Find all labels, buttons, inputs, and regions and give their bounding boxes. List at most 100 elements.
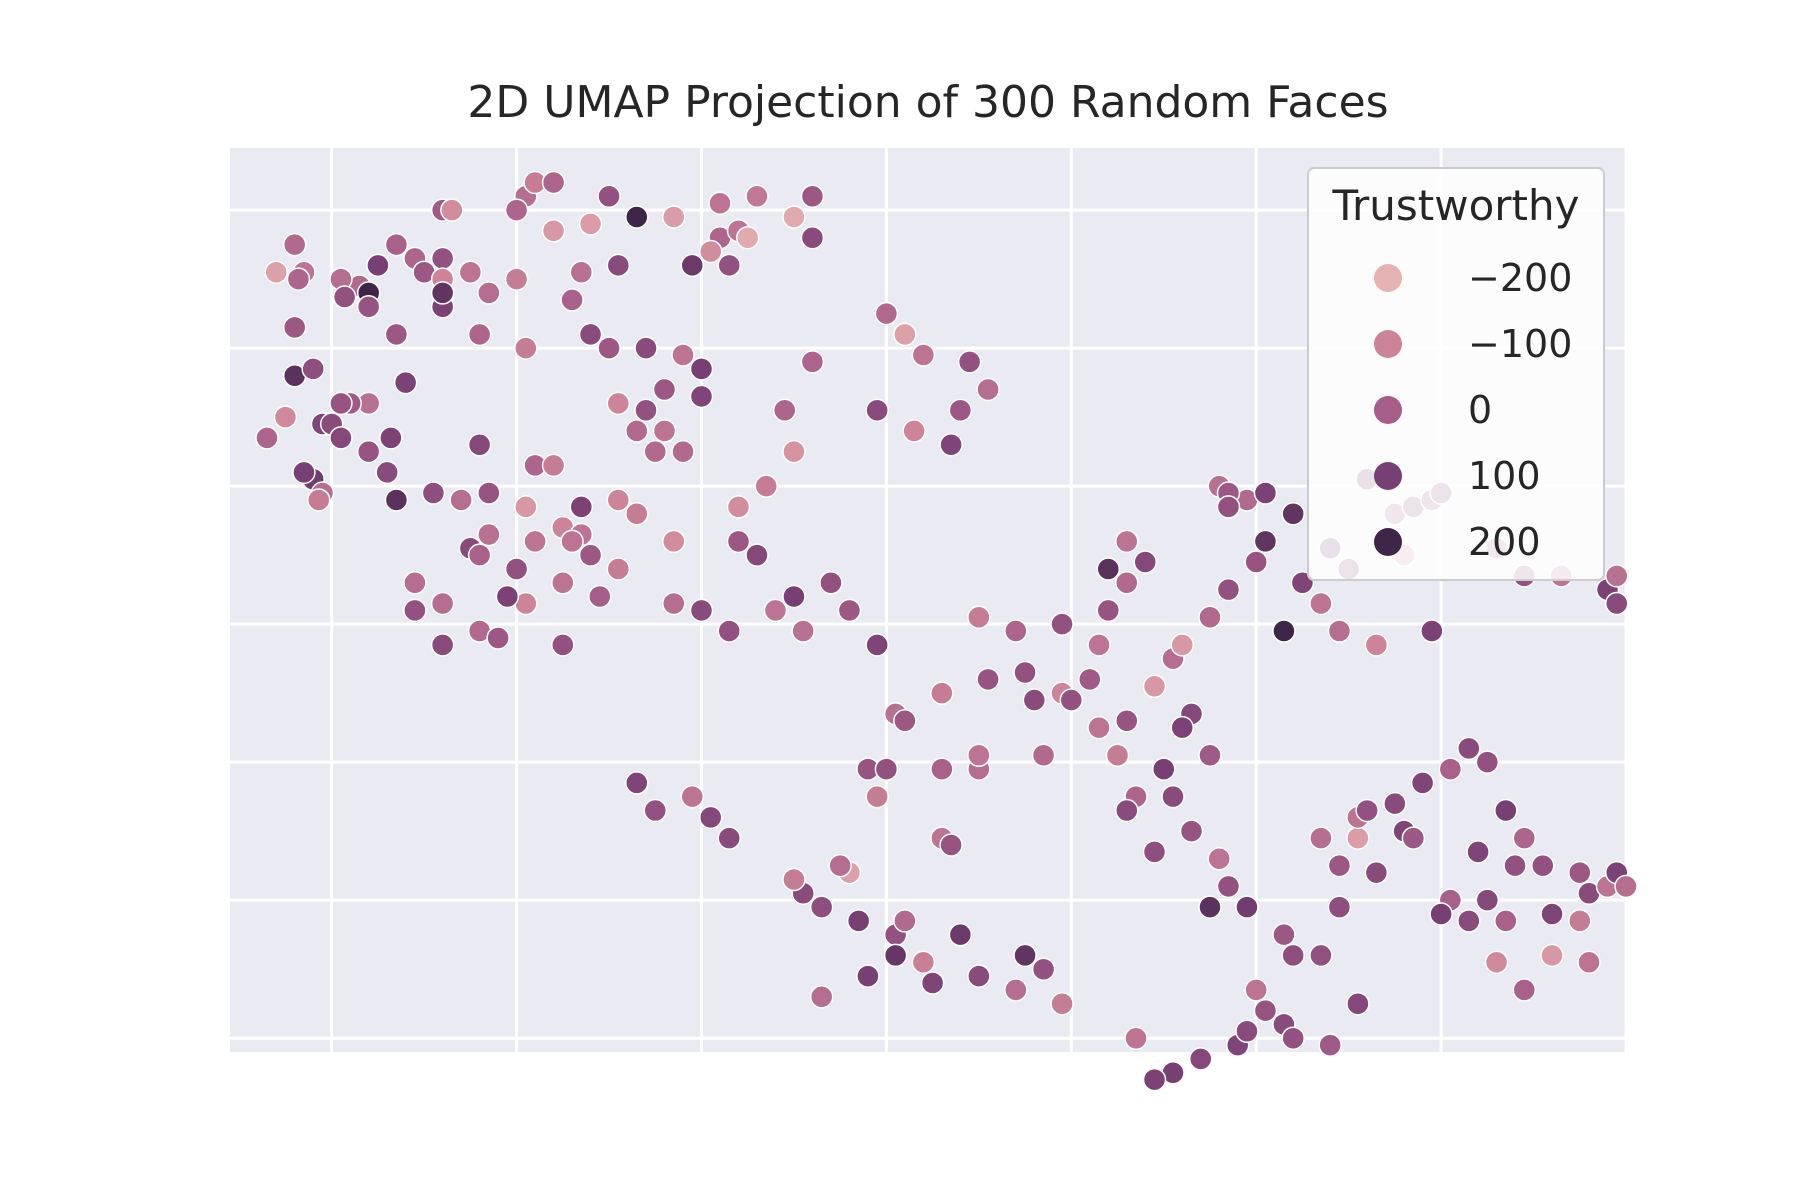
data-point <box>1466 840 1490 864</box>
data-point <box>1216 495 1241 519</box>
data-point <box>1142 674 1167 699</box>
data-point <box>449 488 473 512</box>
data-point <box>625 205 649 229</box>
data-point <box>1281 501 1305 526</box>
data-point <box>486 626 510 650</box>
data-point <box>754 474 778 498</box>
data-point <box>874 301 899 326</box>
data-point <box>967 964 991 988</box>
data-point <box>1503 853 1527 878</box>
data-point <box>1216 874 1241 899</box>
data-point <box>1568 909 1592 933</box>
data-point <box>976 667 1000 692</box>
data-point <box>403 598 427 623</box>
data-point <box>1133 550 1158 574</box>
data-point <box>541 453 566 478</box>
data-point <box>976 377 1000 402</box>
data-point <box>597 184 621 209</box>
data-point <box>1484 950 1509 975</box>
data-point <box>1383 791 1407 816</box>
legend-marker <box>1374 396 1402 424</box>
data-point <box>1605 564 1629 588</box>
data-point <box>1309 826 1333 850</box>
data-point <box>384 232 409 257</box>
data-point <box>939 432 963 457</box>
data-point <box>1614 874 1638 899</box>
data-point <box>1438 757 1463 781</box>
legend-marker <box>1374 330 1402 358</box>
data-point <box>809 985 834 1009</box>
data-point <box>560 529 584 554</box>
data-point <box>1355 798 1379 823</box>
data-point <box>643 798 668 823</box>
data-point <box>356 294 381 319</box>
legend-label: 0 <box>1468 388 1492 432</box>
data-point <box>902 419 926 443</box>
data-point <box>1235 895 1259 919</box>
data-point <box>430 633 455 657</box>
data-point <box>745 184 769 209</box>
data-point <box>1096 598 1121 623</box>
data-point <box>1540 902 1564 926</box>
data-point <box>1457 909 1481 933</box>
data-point <box>726 529 751 554</box>
data-point <box>477 281 501 305</box>
data-point <box>1059 688 1084 712</box>
data-point <box>1179 819 1204 843</box>
data-point <box>1253 481 1278 505</box>
data-point <box>366 253 390 278</box>
data-point <box>1494 798 1518 823</box>
data-point <box>763 598 788 623</box>
data-point <box>772 398 797 422</box>
data-point <box>1105 743 1130 768</box>
data-point <box>1198 743 1222 768</box>
legend-items: −200 −100 0 100 200 <box>1374 256 1572 564</box>
data-point <box>1124 1026 1148 1050</box>
data-point <box>1115 570 1139 595</box>
data-point <box>1475 888 1500 912</box>
data-point <box>440 198 464 222</box>
data-point <box>828 853 852 878</box>
data-point <box>597 336 621 360</box>
data-point <box>286 267 311 291</box>
data-point <box>735 225 760 250</box>
data-point <box>1309 943 1333 968</box>
data-point <box>1198 605 1222 630</box>
data-point <box>680 784 705 809</box>
data-point <box>809 895 834 919</box>
data-point <box>1577 950 1601 975</box>
data-point <box>1170 715 1194 740</box>
data-point <box>504 267 529 291</box>
data-point <box>1078 667 1102 692</box>
data-point <box>1512 978 1537 1002</box>
data-point <box>782 867 806 892</box>
legend-label: −200 <box>1468 256 1572 300</box>
data-point <box>1004 619 1028 643</box>
data-point <box>578 543 603 567</box>
data-point <box>421 481 446 505</box>
data-point <box>467 322 492 347</box>
data-point <box>578 212 603 236</box>
data-point <box>1096 557 1121 581</box>
data-point <box>865 398 889 422</box>
data-point <box>625 419 649 443</box>
data-point <box>1253 998 1278 1023</box>
data-point <box>1198 895 1222 919</box>
data-point <box>1346 991 1370 1016</box>
data-point <box>606 391 631 416</box>
data-point <box>1512 826 1537 850</box>
data-point <box>1031 743 1056 768</box>
data-point <box>588 584 612 609</box>
data-point <box>698 805 723 830</box>
data-point <box>430 246 455 271</box>
data-point <box>717 253 741 278</box>
data-point <box>1318 1033 1342 1057</box>
data-point <box>967 605 991 630</box>
data-point <box>745 543 769 567</box>
data-point <box>523 529 547 554</box>
data-point <box>1031 957 1056 981</box>
data-point <box>1170 633 1194 657</box>
data-point <box>504 557 529 581</box>
data-point <box>1151 757 1176 781</box>
